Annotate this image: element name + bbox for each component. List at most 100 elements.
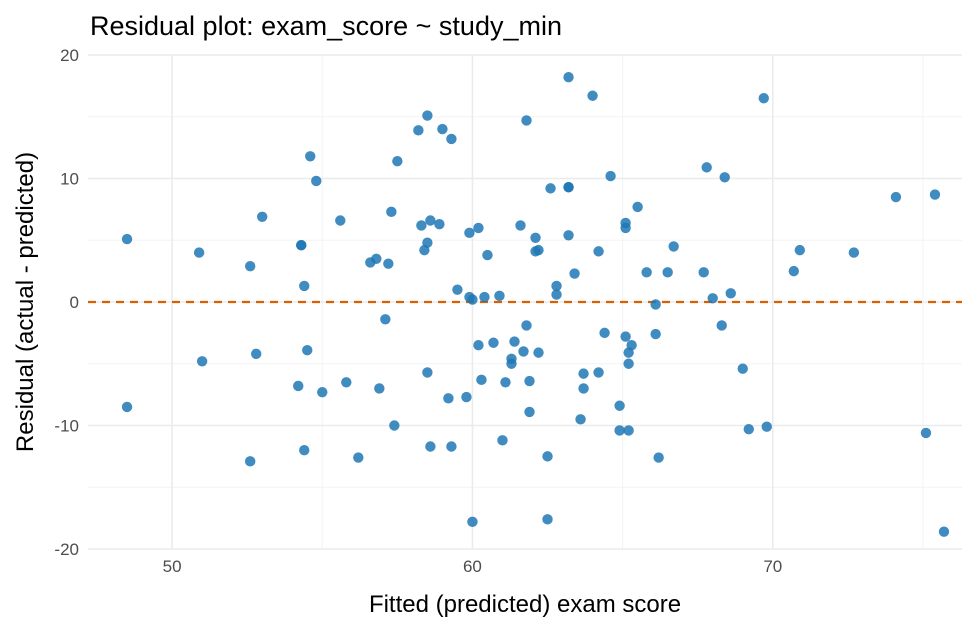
x-axis-title: Fitted (predicted) exam score [369, 591, 681, 618]
data-point [473, 340, 484, 351]
data-point [563, 181, 574, 193]
data-point [121, 401, 133, 413]
data-point [641, 267, 652, 278]
data-point [425, 215, 436, 226]
data-point [416, 220, 427, 231]
y-tick-label: -10 [54, 417, 79, 436]
data-point [551, 280, 562, 292]
data-point [530, 232, 541, 243]
data-point [788, 265, 800, 277]
data-point [479, 291, 490, 303]
x-tick-label: 50 [163, 557, 182, 576]
x-tick-label: 60 [463, 557, 482, 576]
data-point [437, 123, 448, 135]
data-point [524, 406, 535, 418]
data-point [650, 328, 661, 340]
data-point [578, 368, 589, 379]
data-point [725, 288, 736, 299]
data-point [299, 445, 310, 456]
data-point [716, 320, 727, 331]
data-point [614, 400, 625, 411]
y-tick-label: -20 [54, 540, 79, 559]
data-point [443, 393, 454, 404]
plot-panel [88, 54, 962, 550]
data-point [467, 294, 478, 305]
data-point [452, 284, 463, 295]
data-point [434, 218, 445, 230]
data-point [668, 241, 679, 252]
data-point [563, 230, 574, 241]
data-point [500, 377, 511, 388]
data-point [386, 206, 397, 218]
data-point [256, 211, 268, 222]
data-point [446, 441, 457, 452]
data-points [121, 72, 950, 537]
data-point [250, 348, 262, 360]
data-point [569, 268, 580, 279]
data-point [743, 424, 754, 435]
data-point [497, 435, 508, 446]
data-point [593, 367, 604, 378]
data-point [383, 258, 394, 269]
data-point [848, 247, 860, 258]
chart-title: Residual plot: exam_score ~ study_min [90, 11, 562, 41]
data-point [605, 170, 616, 182]
data-point [551, 289, 562, 300]
data-point [761, 421, 772, 432]
data-point [413, 125, 424, 136]
data-point [620, 331, 631, 342]
data-point [623, 358, 634, 369]
data-point [542, 451, 553, 462]
data-point [518, 346, 529, 357]
data-point [196, 356, 208, 367]
data-point [473, 222, 484, 234]
data-point [299, 280, 310, 292]
data-point [193, 247, 205, 258]
data-point [374, 383, 385, 394]
data-point [121, 233, 133, 245]
data-point [422, 110, 433, 121]
data-point [317, 386, 328, 398]
data-point [488, 337, 499, 348]
x-tick-label: 70 [763, 557, 782, 576]
data-point [389, 420, 400, 431]
data-point [938, 526, 950, 537]
data-point [533, 347, 544, 358]
data-point [719, 172, 730, 183]
data-point [335, 215, 346, 226]
data-point [632, 201, 643, 213]
data-point [293, 380, 304, 392]
data-point [794, 244, 806, 256]
data-point [521, 320, 532, 331]
data-point [371, 253, 382, 264]
data-point [698, 267, 709, 278]
data-point [341, 377, 352, 388]
data-point [464, 227, 475, 239]
data-point [476, 374, 487, 386]
data-point [244, 456, 256, 467]
data-point [425, 441, 436, 452]
data-point [467, 516, 478, 528]
data-point [563, 72, 574, 83]
data-point [533, 244, 544, 256]
data-point [578, 383, 589, 394]
data-point [392, 156, 403, 167]
data-point [244, 260, 256, 272]
data-point [614, 425, 625, 436]
data-point [707, 293, 718, 304]
data-point [701, 162, 712, 173]
data-point [758, 93, 769, 104]
data-point [524, 375, 535, 387]
data-point [296, 239, 307, 251]
y-axis-tick-labels: -20 -10 0 10 20 [54, 46, 79, 559]
data-point [482, 249, 493, 261]
data-point [575, 414, 586, 425]
y-tick-label: 0 [70, 293, 79, 312]
data-point [587, 90, 598, 101]
data-point [623, 425, 634, 436]
data-point [650, 299, 661, 310]
data-point [626, 340, 637, 351]
data-point [545, 183, 556, 194]
data-point [521, 115, 532, 126]
